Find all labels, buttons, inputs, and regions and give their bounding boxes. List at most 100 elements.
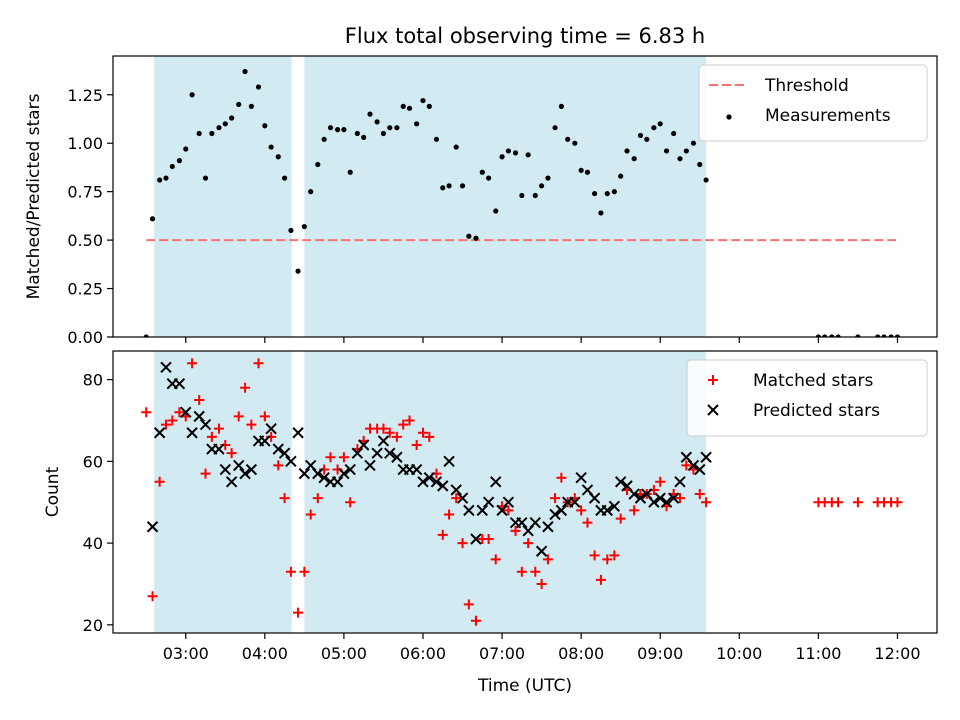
data-point — [614, 476, 627, 488]
data-point — [674, 493, 685, 504]
data-point — [394, 125, 400, 131]
data-point — [196, 130, 202, 137]
data-point — [552, 125, 558, 131]
data-point — [149, 216, 156, 222]
data-point — [347, 169, 353, 175]
data-point — [380, 130, 387, 137]
chart-title: Flux total observing time = 6.83 h — [345, 24, 705, 48]
data-point — [601, 504, 613, 517]
data-point — [450, 484, 462, 496]
y-tick-label: 0.25 — [67, 280, 103, 299]
data-point — [391, 431, 402, 442]
data-point — [153, 427, 166, 439]
data-point — [637, 132, 644, 139]
data-point — [530, 566, 541, 577]
data-point — [529, 516, 541, 529]
data-point — [835, 334, 841, 337]
data-point — [470, 533, 482, 545]
legend-label: Threshold — [764, 76, 849, 96]
data-point — [555, 504, 568, 517]
data-point — [463, 599, 474, 610]
data-point — [345, 497, 356, 508]
data-point — [288, 227, 294, 234]
data-point — [213, 423, 224, 434]
data-point — [657, 121, 663, 127]
data-point — [200, 468, 211, 479]
data-point — [644, 136, 650, 142]
data-point — [855, 334, 861, 337]
data-point — [193, 410, 205, 423]
data-point — [624, 148, 630, 154]
data-point — [629, 505, 640, 516]
data-point — [213, 443, 225, 455]
data-point — [248, 103, 254, 109]
data-point — [437, 529, 448, 540]
shaded-interval — [154, 56, 292, 337]
data-point — [199, 418, 212, 431]
y-tick-label: 0.75 — [67, 183, 103, 202]
data-point — [674, 476, 686, 488]
data-point — [430, 476, 443, 488]
data-point — [160, 361, 172, 374]
data-point — [881, 334, 887, 337]
data-point — [420, 97, 426, 104]
data-point — [273, 460, 284, 471]
data-point — [147, 591, 158, 602]
data-point — [687, 459, 700, 472]
data-point — [466, 233, 472, 239]
data-point — [894, 334, 901, 337]
data-point — [292, 427, 304, 439]
data-point — [663, 148, 670, 154]
data-point — [833, 497, 844, 508]
data-point — [433, 136, 440, 142]
data-point — [426, 103, 432, 109]
y-tick-label: 0.50 — [67, 231, 103, 250]
data-point — [301, 223, 307, 230]
x-tick-label: 07:00 — [479, 644, 525, 663]
data-point — [683, 148, 689, 154]
x-tick-label: 08:00 — [558, 644, 604, 663]
legend-label: Predicted stars — [753, 401, 880, 421]
x-tick-label: 12:00 — [874, 644, 920, 663]
plot-area — [141, 351, 903, 633]
data-point — [312, 493, 323, 504]
data-point — [282, 175, 288, 181]
legend-box — [698, 64, 928, 142]
x-tick-label: 04:00 — [242, 644, 288, 663]
data-point — [677, 156, 683, 162]
data-point — [367, 111, 373, 117]
legend-dot-swatch — [726, 114, 732, 120]
data-point — [374, 119, 380, 125]
data-point — [493, 208, 499, 214]
data-point — [569, 496, 581, 508]
data-point — [391, 451, 403, 463]
data-point — [331, 476, 344, 488]
data-point — [654, 492, 666, 504]
data-point — [505, 148, 511, 154]
data-point — [315, 161, 321, 168]
y-tick-label: 0.00 — [67, 328, 103, 347]
data-point — [226, 448, 237, 459]
data-point — [479, 169, 485, 175]
data-point — [502, 496, 515, 508]
data-point — [410, 463, 423, 476]
bottom-panel: 20 40 60 80 Count 03:00 04:00 05:00 06:00 07:00 08… — [43, 350, 938, 663]
data-point — [259, 411, 270, 422]
data-point — [490, 476, 502, 488]
data-point — [598, 210, 604, 216]
data-point — [417, 476, 429, 488]
data-point — [822, 334, 828, 337]
data-point — [595, 574, 606, 585]
data-point — [154, 476, 165, 487]
data-point — [700, 451, 712, 463]
data-point — [510, 525, 521, 536]
data-point — [572, 140, 578, 146]
data-point — [631, 156, 637, 162]
data-point — [576, 505, 587, 516]
data-point — [384, 427, 395, 438]
data-point — [589, 550, 600, 561]
data-point — [417, 427, 428, 438]
data-point — [608, 500, 621, 513]
data-point — [202, 175, 209, 181]
